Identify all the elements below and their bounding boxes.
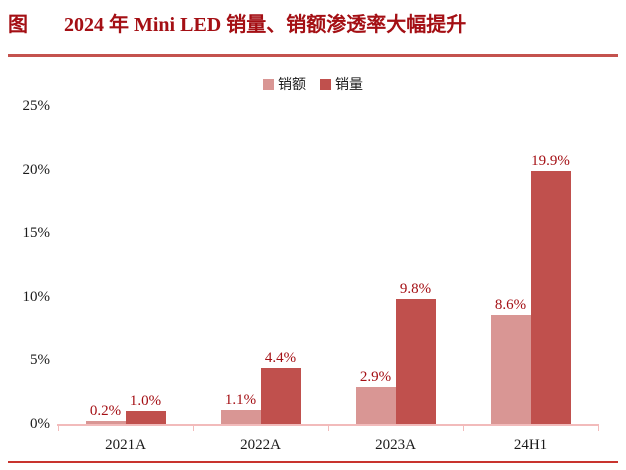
bar-销量-24H1 — [530, 170, 571, 424]
bar-销量-2021A — [125, 411, 166, 424]
x-axis-category-label: 2022A — [240, 437, 281, 453]
bar-销量-2023A — [395, 299, 436, 424]
legend-swatch-icon — [263, 78, 274, 90]
bar-data-label: 0.2% — [89, 403, 122, 420]
legend-item: 销额 — [263, 74, 306, 94]
title-divider-line — [8, 54, 618, 57]
x-axis-tick — [598, 424, 599, 431]
bar-销额-24H1 — [490, 314, 531, 424]
y-axis-label: 10% — [22, 288, 51, 305]
bar-data-label: 1.1% — [224, 392, 257, 408]
y-axis-label: 15% — [22, 225, 51, 242]
legend-item: 销量 — [320, 74, 363, 94]
figure-title: 2024 年 Mini LED 销量、销额渗透率大幅提升 — [64, 14, 467, 36]
y-axis-label: 5% — [30, 352, 50, 369]
bottom-divider-line — [8, 461, 618, 463]
x-axis-category-label: 2021A — [105, 437, 146, 453]
bar-data-label: 4.4% — [264, 350, 297, 367]
x-axis-tick — [328, 424, 329, 431]
bar-data-label: 2.9% — [359, 369, 392, 386]
figure-prefix: 图 — [8, 14, 28, 36]
figure-title-row: 图 2024 年 Mini LED 销量、销额渗透率大幅提升 — [8, 8, 618, 37]
chart-legend: 销额 销量 — [0, 74, 626, 94]
bar-data-label: 19.9% — [531, 152, 570, 169]
x-axis-tick — [193, 424, 194, 431]
legend-label: 销量 — [335, 78, 363, 93]
x-axis-tick — [58, 424, 59, 431]
x-axis-tick — [463, 424, 464, 431]
y-axis-label: 25% — [22, 98, 51, 114]
y-axis-label: 0% — [30, 416, 50, 432]
bar-data-label: 1.0% — [129, 393, 162, 410]
bar-data-label: 8.6% — [494, 296, 527, 313]
x-axis-category-label: 24H1 — [513, 437, 548, 453]
legend-label: 销额 — [278, 78, 306, 93]
legend-swatch-icon — [320, 78, 331, 90]
bar-销量-2022A — [260, 368, 301, 424]
bar-销额-2021A — [85, 421, 126, 424]
y-axis-label: 20% — [22, 161, 51, 178]
bar-销额-2022A — [220, 410, 261, 424]
bar-销额-2023A — [355, 387, 396, 424]
x-axis-category-label: 2023A — [375, 437, 416, 453]
bar-data-label: 9.8% — [399, 281, 432, 298]
